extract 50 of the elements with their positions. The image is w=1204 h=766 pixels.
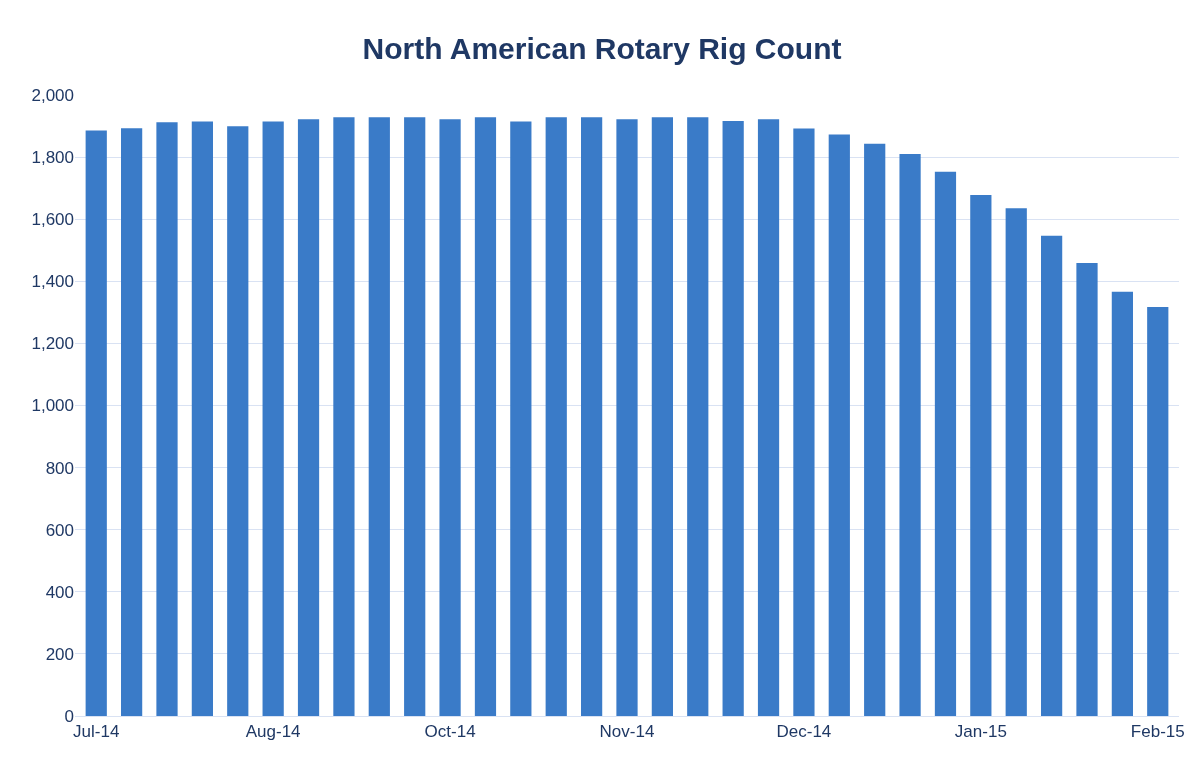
bar <box>297 119 320 716</box>
y-tick-label: 1,400 <box>31 272 74 292</box>
x-tick-label: Dec-14 <box>776 722 832 742</box>
bar <box>864 143 886 716</box>
bar <box>687 117 709 716</box>
bar <box>474 117 497 716</box>
y-tick-label: 1,200 <box>31 334 74 354</box>
x-tick-label: Nov-14 <box>599 722 655 742</box>
bar <box>262 121 284 716</box>
bar <box>1041 235 1063 716</box>
bar <box>581 117 603 716</box>
bar <box>828 134 850 716</box>
y-tick-label: 200 <box>45 644 74 664</box>
bar <box>368 117 390 716</box>
bar <box>333 117 355 716</box>
bar <box>85 130 107 716</box>
bar <box>793 128 815 716</box>
bar <box>616 119 638 716</box>
bar <box>1005 208 1027 716</box>
y-tick-label: 400 <box>45 582 74 602</box>
bar <box>1076 262 1098 716</box>
y-tick-label: 2,000 <box>31 85 74 105</box>
y-tick-label: 1,800 <box>31 148 74 168</box>
y-tick-label: 800 <box>45 458 74 478</box>
bar <box>439 119 461 716</box>
y-tick-label: 1,600 <box>31 210 74 230</box>
x-tick-label: Jul-14 <box>73 722 120 742</box>
bar <box>757 119 780 716</box>
bar <box>651 117 673 716</box>
y-tick-label: 1,000 <box>31 396 74 416</box>
bar <box>121 128 143 716</box>
bar <box>722 121 744 716</box>
x-tick-label: Feb-15 <box>1130 722 1185 742</box>
bar <box>191 121 213 716</box>
y-tick-label: 0 <box>64 706 74 726</box>
bar <box>510 121 532 716</box>
bar <box>227 126 249 716</box>
bar <box>970 194 992 716</box>
bar <box>934 171 957 716</box>
bar <box>545 117 567 716</box>
bar <box>899 154 921 716</box>
x-tick-label: Jan-15 <box>954 722 1007 742</box>
chart-title: North American Rotary Rig Count <box>362 32 842 66</box>
bar <box>1111 291 1133 716</box>
y-tick-label: 600 <box>45 520 74 540</box>
x-tick-label: Oct-14 <box>424 722 476 742</box>
bar <box>156 122 178 716</box>
x-tick-label: Aug-14 <box>245 722 301 742</box>
bar <box>404 117 426 716</box>
bar <box>1147 307 1169 716</box>
